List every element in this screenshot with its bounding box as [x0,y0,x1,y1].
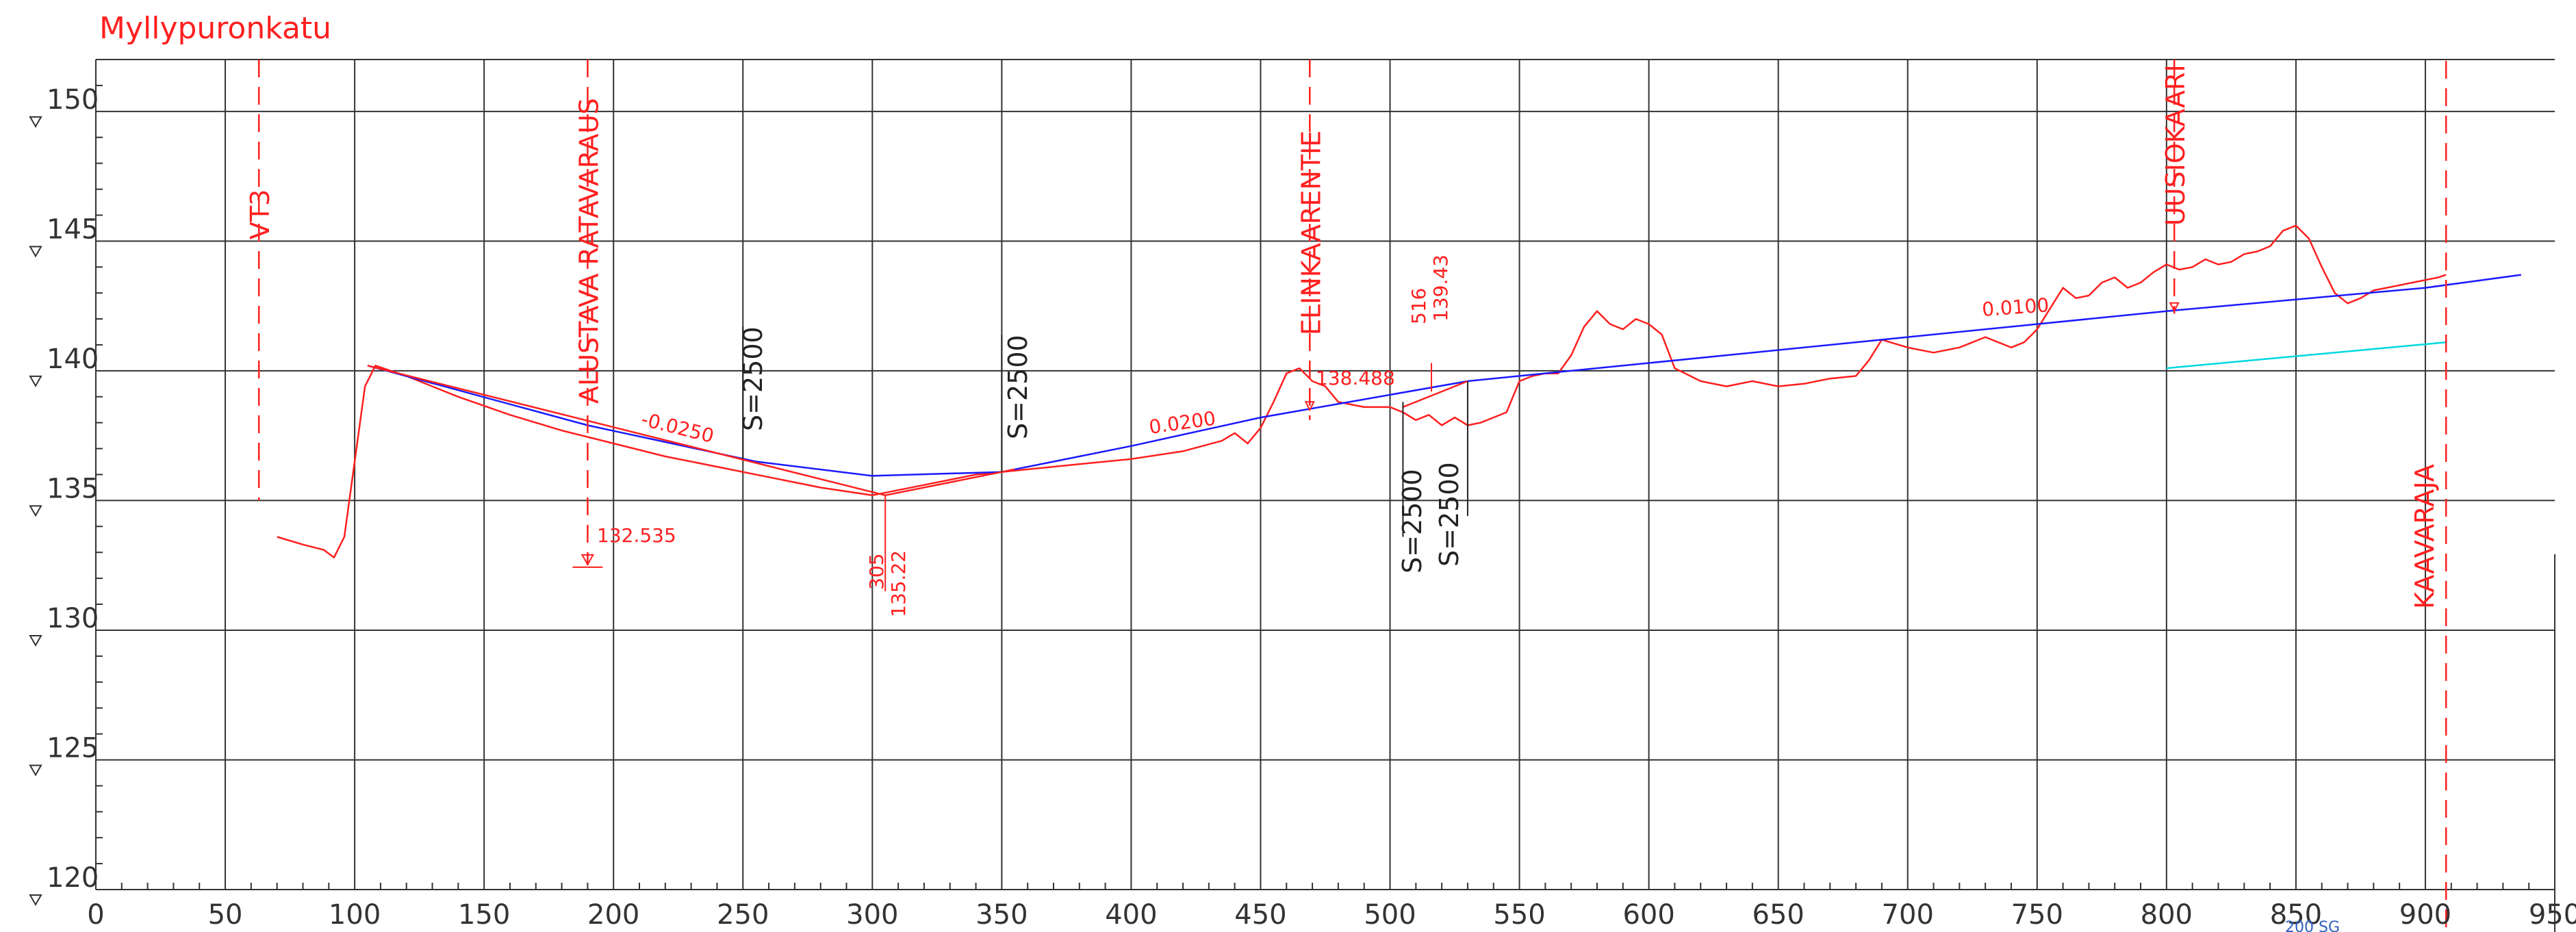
level-marker-icon [1304,401,1315,412]
marker-kaavaraja: KAAVARAJA [2410,61,2447,932]
marker-label: UUSIOKAARI [2160,64,2191,226]
x-tick-label: 150 [458,899,510,931]
x-tick-label: 500 [1364,899,1416,931]
x-tick-label: 50 [208,899,243,931]
y-tick-label: 120 [47,862,99,894]
x-tick-label: 900 [2399,899,2451,931]
y-tick-label: 145 [47,213,99,245]
vertical-markers: VT3 ALUSTAVA RATAVARAUS ELINKAARENTIE UUSIO… [245,60,2447,932]
x-tick-label: 100 [329,899,381,931]
elevation-triangle-icon [29,246,42,258]
station-305-label: 305 [865,554,888,590]
x-tick-label: 850 [2270,899,2322,931]
elevation-triangle-icon [29,375,42,387]
footer-note: 200 SG [2285,919,2340,932]
level-marker-label-2: 138.488 [1316,367,1395,389]
y-tick-label: 125 [47,732,99,764]
x-tick-label: 200 [587,899,639,931]
marker-label: KAAVARAJA [2410,464,2440,609]
x-tick-label: 0 [87,899,104,931]
marker-uusiokaari: UUSIOKAARI [2160,60,2191,314]
marker-vt3: VT3 [245,60,275,501]
x-tick-label: 350 [975,899,1028,931]
marker-label: VT3 [245,190,275,240]
marker-alustava-ratavaraus: ALUSTAVA RATAVARAUS [574,60,604,566]
series-design-grade-line [367,274,2521,477]
series-layer [277,224,2521,592]
grid [96,60,2555,890]
x-tick-label: 300 [846,899,898,931]
y-tick-label: 135 [47,473,99,504]
elevation-triangle-icon [29,764,42,777]
chart-title: Myllypuronkatu [99,11,331,46]
elevation-triangle-icon [29,634,42,647]
x-tick-label: 600 [1622,899,1674,931]
radius-label-3: S=2500 [1397,469,1427,573]
x-tick-label: 400 [1105,899,1157,931]
series-future-level [2166,341,2447,370]
elevation-triangle-icon [29,116,42,128]
radius-label-1: S=2500 [738,326,768,431]
marker-label: ALUSTAVA RATAVARAUS [574,98,604,404]
slope-label-2: 0.0200 [1147,407,1217,439]
x-tick-label: 450 [1234,899,1286,931]
level-marker-icon [2169,302,2180,313]
elevation-135-22-label: 135.22 [887,550,910,617]
x-tick-label: 750 [2011,899,2063,931]
x-tick-label: 950 [2529,899,2576,931]
elevation-triangle-icon [29,505,42,517]
y-tick-label: 140 [47,344,99,375]
marker-elinkaarentie: ELINKAARENTIE [1296,60,1326,420]
y-tick-label: 150 [47,84,99,116]
elevation-139-43-label: 139.43 [1429,255,1452,322]
x-tick-label: 250 [717,899,769,931]
x-tick-label: 550 [1493,899,1545,931]
marker-label: ELINKAARENTIE [1296,131,1326,335]
series-tangent-lines [367,365,1468,497]
radius-label-4: S=2500 [1434,462,1464,567]
elevation-triangle-icon [29,894,42,907]
slope-label-1: -0.0250 [639,408,716,448]
y-tick-label: 130 [47,603,99,634]
axis-ticks: 0 50 100 150 200 250 300 350 400 450 500 550 600 650 7… [29,84,2576,931]
x-tick-label: 650 [1752,899,1805,931]
slope-label-3: 0.0100 [1981,294,2050,321]
x-tick-label: 700 [1882,899,1934,931]
radius-label-2: S=2500 [1003,335,1033,439]
x-tick-label: 800 [2141,899,2193,931]
station-516-label: 516 [1407,288,1430,324]
series-terrain [277,224,2447,559]
level-marker-icon [581,554,595,566]
level-marker-label-1: 132.535 [597,524,676,547]
